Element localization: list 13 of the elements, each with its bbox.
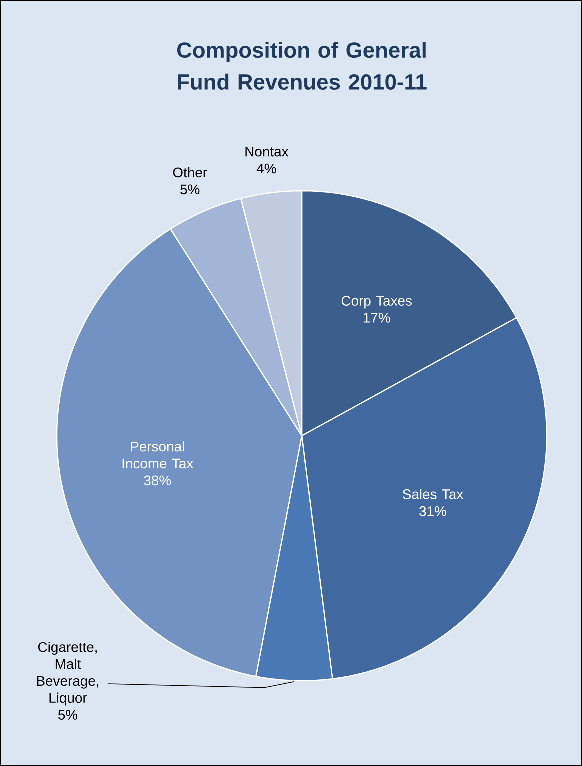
slice-label: Personal Income Tax [122,441,194,469]
chart-title: Composition of General Fund Revenues 2010-11 [177,42,427,90]
slice-label: Sales Tax [403,489,464,500]
slice-label: Nontax [246,147,289,157]
slice-label: Corp Taxes [342,296,412,309]
data-label: 5% [58,710,78,720]
data-label: 4% [256,164,276,174]
data-label: 31% [420,506,446,516]
data-label: 38% [144,476,172,486]
slice-label: Other [173,167,208,178]
data-label: 5% [180,184,200,195]
slice-label: Cigarette, Malt Beverage, Liquor [37,642,99,706]
data-label: 17% [364,313,390,323]
